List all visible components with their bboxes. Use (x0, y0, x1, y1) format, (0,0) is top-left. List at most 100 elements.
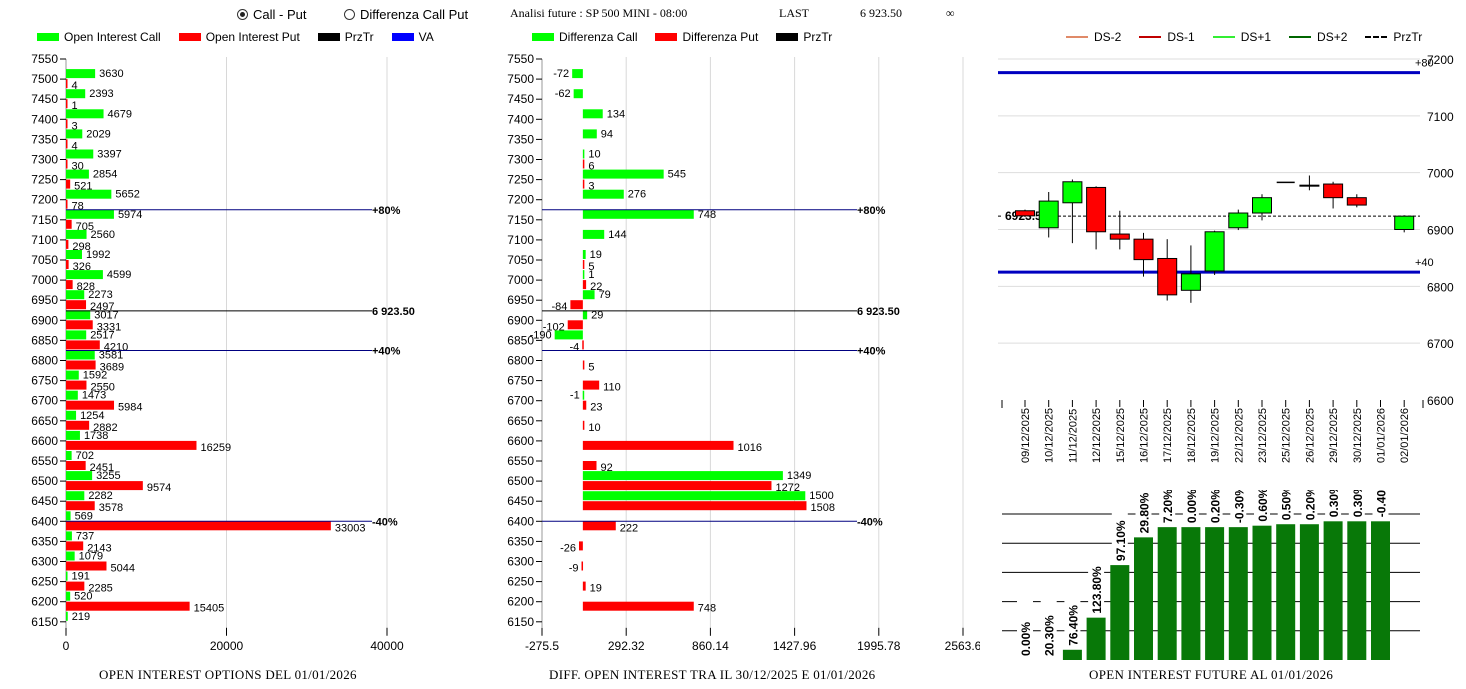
y-tick-label: 6350 (31, 534, 58, 548)
bar-put-label: 2451 (90, 462, 114, 474)
radio-call-put-label: Call - Put (253, 7, 307, 22)
legend-item-przTr: PrzTr (1365, 30, 1422, 44)
bar-put-label: 1 (72, 100, 78, 112)
bar-put-label: 1508 (810, 502, 834, 514)
bar-put (66, 159, 68, 169)
candle-body (1038, 200, 1059, 229)
candle-body (1180, 273, 1201, 291)
y-tick-label: 7250 (31, 173, 58, 187)
oi-bar-label-bg (1182, 490, 1199, 524)
y-tick-label: 6400 (507, 514, 534, 528)
y-tick-label: 6850 (31, 333, 58, 347)
bar-put (570, 300, 583, 310)
y-tick-label: 6900 (507, 313, 534, 327)
bar-put (66, 440, 197, 450)
oi-bar (1110, 565, 1130, 660)
bar-put (578, 541, 583, 551)
chart-title-oi-options: OPEN INTEREST OPTIONS DEL 01/01/2026 (99, 667, 357, 682)
x-tick-label: 01/01/2026 (1376, 408, 1388, 463)
x-tick-label: 26/12/2025 (1304, 408, 1316, 463)
bar-put-label: 110 (603, 382, 621, 394)
reference-line-label: -40% (857, 516, 883, 528)
bar-put (66, 199, 68, 209)
legend-item-ds-2: DS-2 (1066, 30, 1121, 44)
x-tick-label: 11/12/2025 (1067, 409, 1079, 463)
radio-call-put[interactable]: Call - Put (237, 7, 306, 22)
bar-call-label: 5974 (118, 209, 142, 221)
bar-put-label: 222 (620, 522, 638, 534)
radio-unselected-icon[interactable] (344, 9, 355, 20)
bar-put (66, 501, 95, 511)
bar-call (66, 511, 71, 521)
y-tick-label: 7350 (507, 132, 534, 146)
bar-call (66, 89, 86, 99)
legend-item-put: Open Interest Put (178, 30, 300, 44)
y-tick-label: 7200 (1427, 53, 1454, 67)
y-tick-label: 7400 (31, 112, 58, 126)
bar-call-label: 2517 (90, 329, 114, 341)
oi-bar (1323, 521, 1343, 660)
bar-call-label: 29 (591, 309, 603, 321)
legend-swatch-call (532, 33, 554, 41)
bar-call-label: 94 (601, 128, 613, 140)
bar-call-label: 569 (75, 510, 93, 522)
y-tick-label: 6550 (507, 454, 534, 468)
reference-line-label: +80% (857, 205, 886, 217)
y-tick-label: 7100 (1427, 110, 1454, 124)
oi-bar-label: 0.60% (1256, 490, 1270, 522)
bar-put-label: 3331 (97, 321, 121, 333)
candlestick-chart: 7200 7100 7000 6900 6800 6700 6600 09/12/2025 10… (998, 53, 1454, 463)
bar-put (582, 581, 586, 591)
x-tick-label: 09/12/2025 (1020, 408, 1032, 463)
radio-selected-icon[interactable] (237, 9, 248, 20)
bar-put-label: 23 (590, 402, 602, 414)
bar-put (66, 300, 87, 310)
y-tick-label: 6700 (507, 394, 534, 408)
bar-call-label: 1 (588, 269, 594, 281)
legend-item-diff-przTr: PrzTr (776, 30, 832, 44)
oi-bar-label-bg (1254, 490, 1270, 522)
bar-put (582, 179, 585, 189)
bar-call (66, 551, 75, 561)
bar-call (66, 229, 87, 239)
bar-put-label: 2285 (88, 583, 112, 595)
bar-call (66, 310, 91, 320)
bar-put (582, 521, 616, 531)
bar-put (66, 601, 190, 611)
bar-put (66, 280, 73, 290)
reference-line-label: 6 923.50 (372, 306, 415, 318)
x-tick-label: 23/12/2025 (1257, 408, 1269, 463)
y-tick-label: 7500 (31, 72, 58, 86)
y-tick-label: 7200 (31, 193, 58, 207)
bar-put-label: 15405 (194, 603, 225, 615)
bar-put (582, 340, 584, 350)
legend-label: PrzTr (803, 30, 833, 44)
bar-put-label: 4 (72, 80, 78, 92)
bar-put-label: 22 (590, 281, 602, 293)
bar-call (66, 390, 78, 400)
y-tick-label: 6300 (507, 555, 534, 569)
oi-bar-label: 7.20% (1161, 490, 1175, 523)
bar-call (66, 430, 80, 440)
bar-call-label: 3630 (99, 68, 123, 80)
legend-item-diff-call: Differenza Call (532, 30, 637, 44)
chart-title-oi-future: OPEN INTEREST FUTURE AL 01/01/2026 (1089, 667, 1334, 682)
bar-call (554, 330, 583, 340)
bar-put-label: 326 (73, 261, 91, 273)
bar-call-label: 737 (76, 530, 94, 542)
y-tick-label: 7100 (31, 233, 58, 247)
bar-put (582, 400, 587, 410)
x-tick-label: 22/12/2025 (1233, 408, 1245, 463)
legend-swatch-przTr (776, 33, 799, 41)
bar-call-label: 2282 (88, 490, 112, 502)
bar-put (66, 400, 115, 410)
bar-put-label: 5984 (118, 402, 142, 414)
radio-differenza-call-put[interactable]: Differenza Call Put (344, 7, 468, 22)
y-tick-label: 6750 (31, 374, 58, 388)
y-tick-label: 7500 (507, 72, 534, 86)
legend-label: PrzTr (1393, 30, 1423, 44)
oi-bar-label-bg (1064, 585, 1081, 646)
bar-call-label: -62 (555, 88, 571, 100)
legend-line-ds-2 (1066, 36, 1088, 38)
bar-call (66, 330, 87, 340)
